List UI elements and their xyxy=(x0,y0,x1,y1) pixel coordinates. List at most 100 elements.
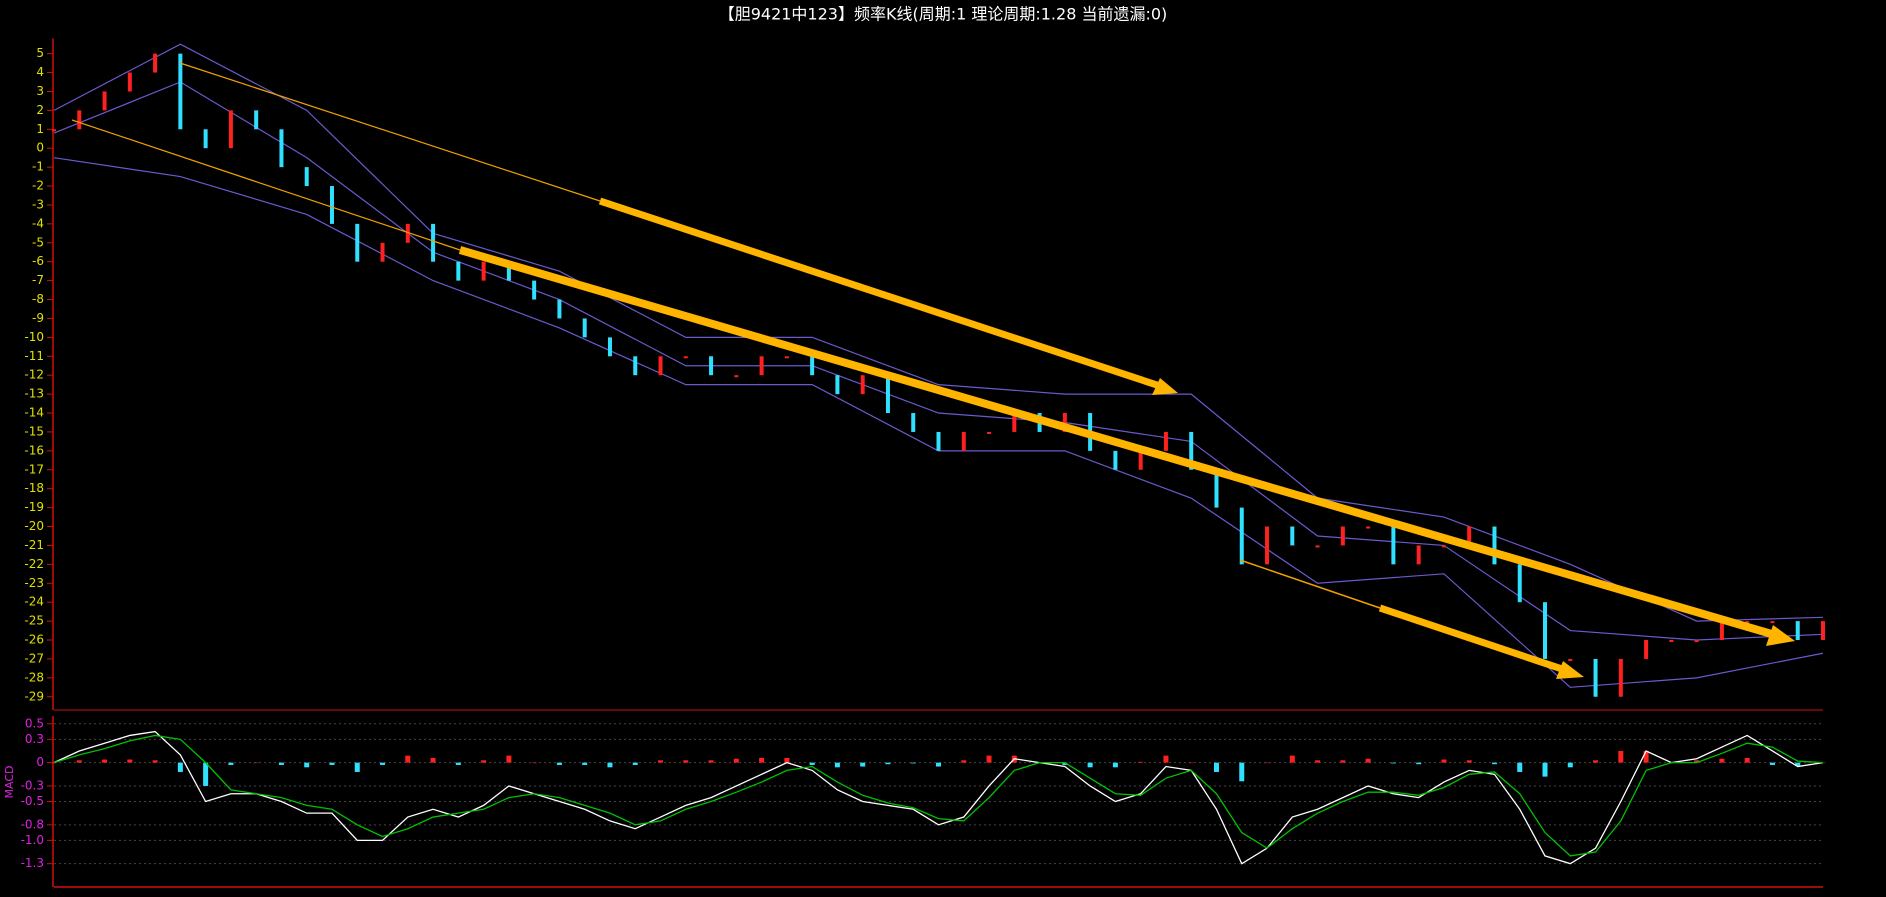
bollinger-band xyxy=(53,43,1824,622)
y-tick-label: -10 xyxy=(24,330,44,344)
trend-arrow xyxy=(458,246,1777,639)
y-tick-label: -16 xyxy=(24,443,44,457)
macd-bar xyxy=(1769,762,1775,765)
k-bar xyxy=(481,261,486,281)
macd-bar xyxy=(1138,761,1144,763)
k-bar xyxy=(1441,545,1446,548)
y-tick-label: -26 xyxy=(24,633,44,647)
k-bar xyxy=(1694,640,1699,643)
k-bar xyxy=(1593,658,1598,697)
arrow-head xyxy=(1152,378,1178,395)
macd-bar xyxy=(1390,762,1396,764)
k-bar xyxy=(1138,450,1143,470)
macd-bar xyxy=(1289,755,1295,763)
macd-bar xyxy=(253,762,259,764)
macd-bar xyxy=(127,759,133,763)
k-bar xyxy=(1290,526,1295,546)
macd-bar xyxy=(329,762,335,765)
macd-bar xyxy=(380,762,386,765)
k-bar xyxy=(1492,526,1497,565)
macd-bar xyxy=(1567,762,1573,768)
macd-bar xyxy=(1188,762,1194,764)
y-tick-label: 2 xyxy=(36,103,44,117)
macd-bar xyxy=(354,762,360,772)
k-bar xyxy=(304,167,309,187)
k-bar xyxy=(1770,621,1775,624)
y-tick-label: -11 xyxy=(24,349,44,363)
k-bar xyxy=(658,356,663,376)
k-bar xyxy=(987,431,992,434)
macd-bar xyxy=(228,762,234,765)
y-tick-label: -6 xyxy=(32,254,44,268)
macd-bar xyxy=(76,760,82,763)
y-tick-label: -17 xyxy=(24,462,44,476)
macd-bar xyxy=(1062,762,1068,765)
y-tick-label: -0.5 xyxy=(21,794,44,808)
macd-bar xyxy=(556,762,562,765)
k-bar xyxy=(1189,431,1194,470)
macd-bar xyxy=(733,758,739,763)
k-bar xyxy=(355,223,360,262)
y-tick-label: -1 xyxy=(32,160,44,174)
k-bar xyxy=(506,261,511,281)
k-bar xyxy=(1163,431,1168,451)
k-bar xyxy=(1745,621,1750,624)
k-bar xyxy=(102,91,107,111)
k-bar xyxy=(936,431,941,451)
k-bar xyxy=(784,356,789,359)
arrow-head xyxy=(1556,661,1584,679)
macd-bar xyxy=(177,762,183,772)
macd-bar xyxy=(1416,762,1422,765)
k-bar xyxy=(431,223,436,262)
macd-bar xyxy=(1618,750,1624,763)
macd-bar xyxy=(936,762,941,767)
k-bar xyxy=(683,356,688,359)
y-tick-label: -27 xyxy=(24,651,44,665)
macd-bar xyxy=(1163,755,1169,763)
k-bar xyxy=(1568,658,1573,661)
macd-bar xyxy=(607,762,613,768)
y-tick-label: 1 xyxy=(36,122,44,136)
macd-bar xyxy=(759,757,765,763)
k-bar xyxy=(380,242,385,262)
macd-bar xyxy=(481,760,487,763)
y-tick-label: -7 xyxy=(32,273,44,287)
trend-arrow xyxy=(598,197,1162,390)
macd-bar xyxy=(632,762,638,765)
k-bar xyxy=(1366,526,1371,529)
k-bar xyxy=(885,375,890,414)
y-tick-label: 0 xyxy=(36,141,44,155)
macd-bar xyxy=(784,757,790,763)
macd-bar xyxy=(582,762,588,765)
k-bar xyxy=(557,299,562,319)
macd-bar xyxy=(1517,762,1523,772)
k-bar xyxy=(911,413,916,432)
macd-bar xyxy=(1087,762,1093,768)
k-bar xyxy=(178,53,183,130)
macd-bar xyxy=(860,762,866,767)
y-tick-label: 4 xyxy=(36,65,44,79)
k-bar xyxy=(1644,640,1649,659)
trend-line xyxy=(71,119,461,251)
k-bar xyxy=(709,356,714,376)
y-tick-label: -1.3 xyxy=(21,856,44,870)
k-bar xyxy=(1416,545,1421,565)
macd-bar xyxy=(1744,757,1750,763)
macd-bar xyxy=(708,760,714,763)
macd-bar xyxy=(304,762,310,768)
macd-line xyxy=(53,734,1824,857)
y-tick-label: -15 xyxy=(24,424,44,438)
macd-bar xyxy=(683,760,689,763)
macd-bar xyxy=(1694,760,1700,763)
k-bar xyxy=(1618,658,1623,697)
k-bar xyxy=(456,261,461,281)
y-tick-label: -13 xyxy=(24,387,44,401)
macd-bar xyxy=(961,760,967,763)
y-tick-label: -9 xyxy=(32,311,44,325)
y-tick-label: -4 xyxy=(32,216,44,230)
k-bar xyxy=(1012,413,1017,432)
macd-bar xyxy=(1795,762,1801,766)
y-tick-label: 5 xyxy=(36,46,44,60)
